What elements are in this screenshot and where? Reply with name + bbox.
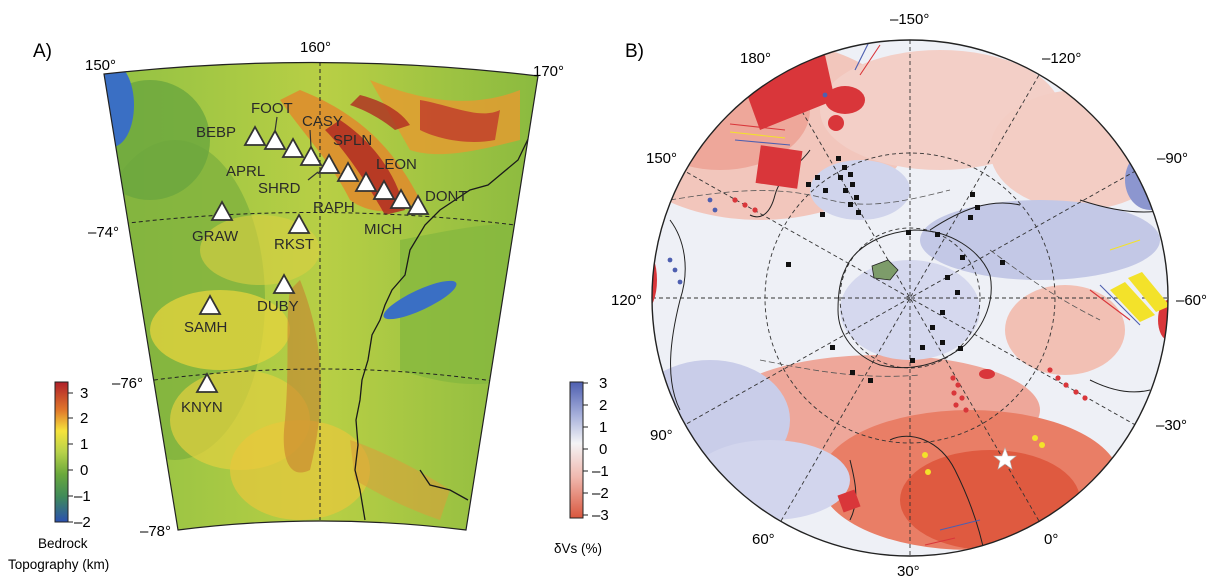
station-triangle: [317, 153, 341, 174]
topo-tick-2: 2: [80, 410, 88, 427]
dvs-colorbar-label: δVs (%): [554, 541, 602, 556]
station-label-duby: DUBY: [257, 298, 299, 315]
panel-b: B): [611, 11, 1207, 579]
topo-tick-neg1: –1: [74, 488, 91, 505]
station-triangle: [372, 179, 396, 200]
station-triangle: [195, 372, 219, 393]
station-label-samh: SAMH: [184, 319, 227, 336]
lon-label-150: 150°: [85, 57, 116, 74]
lon-label-30: 30°: [897, 563, 920, 579]
station-label-leon: LEON: [376, 156, 417, 173]
station-triangle: [210, 200, 234, 221]
station-label-bebp: BEBP: [196, 124, 236, 141]
topo-colorbar-label-1: Bedrock: [38, 536, 88, 551]
velocity-map: [652, 40, 1168, 556]
lat-label-74: –74°: [88, 224, 119, 241]
dvs-tick-neg1: –1: [592, 463, 609, 480]
lon-label-neg150: –150°: [890, 11, 929, 28]
station-label-casy: CASY: [302, 113, 343, 130]
lat-label-78: –78°: [140, 523, 171, 540]
station-triangle: [198, 294, 222, 315]
station-triangle: [281, 137, 305, 158]
station-label-mich: MICH: [364, 221, 402, 238]
dvs-tick-1: 1: [599, 419, 607, 436]
panel-b-label: B): [625, 41, 644, 62]
station-triangle: [263, 129, 287, 150]
lon-label-neg90: –90°: [1157, 150, 1188, 167]
lon-label-neg60: –60°: [1176, 292, 1207, 309]
station-label-aprl: APRL: [226, 163, 265, 180]
lon-label-180: 180°: [740, 50, 771, 67]
dvs-tick-neg3: –3: [592, 507, 609, 524]
station-label-foot: FOOT: [251, 100, 293, 117]
station-label-knyn: KNYN: [181, 399, 223, 416]
lon-label-170: 170°: [533, 63, 564, 80]
lon-label-neg30: –30°: [1156, 417, 1187, 434]
station-triangle: [389, 188, 413, 209]
panel-a-label: A): [33, 41, 52, 62]
dvs-tick-2: 2: [599, 397, 607, 414]
lon-label-neg120: –120°: [1042, 50, 1081, 67]
topo-tick-3: 3: [80, 385, 88, 402]
topo-tick-0: 0: [80, 462, 88, 479]
dvs-tick-3: 3: [599, 375, 607, 392]
station-triangle: [336, 161, 360, 182]
station-label-graw: GRAW: [192, 228, 239, 245]
dvs-tick-neg2: –2: [592, 485, 609, 502]
lon-label-0: 0°: [1044, 531, 1058, 548]
station-label-dont: DONT: [425, 188, 468, 205]
station-labels: FOOT BEBP CASY SPLN APRL SHRD LEON RAPH …: [181, 100, 468, 416]
topo-colorbar-label-2: Topography (km): [8, 557, 109, 572]
station-triangle: [272, 273, 296, 294]
topo-tick-neg2: –2: [74, 514, 91, 531]
station-triangle: [243, 125, 267, 146]
topography-map: [104, 62, 538, 530]
topography-colorbar: 3 2 1 0 –1 –2 Bedrock Topography (km): [8, 381, 109, 572]
dvs-colorbar-labels: 3 2 1 0 –1 –2 –3 δVs (%): [554, 375, 609, 556]
station-label-spln: SPLN: [333, 132, 372, 149]
station-triangle: [287, 213, 311, 234]
station-leaders: [274, 116, 319, 181]
dvs-tick-0: 0: [599, 441, 607, 458]
station-label-shrd: SHRD: [258, 180, 301, 197]
station-label-raph: RAPH: [313, 199, 355, 216]
station-markers: [195, 125, 430, 393]
lon-label-60: 60°: [752, 531, 775, 548]
lon-label-150: 150°: [646, 150, 677, 167]
lat-label-76: –76°: [112, 375, 143, 392]
panel-a: A) 150° 160° 170° –74° –76° –: [8, 39, 564, 572]
topo-tick-1: 1: [80, 436, 88, 453]
station-triangle: [406, 194, 430, 215]
panel-b-lon-labels: –150° –120° –90° –60° –30° 0° 30° 60° 90…: [611, 11, 1207, 579]
station-triangle: [299, 145, 323, 166]
lon-label-120: 120°: [611, 292, 642, 309]
station-label-rkst: RKST: [274, 236, 314, 253]
lon-label-90: 90°: [650, 427, 673, 444]
lon-label-160: 160°: [300, 39, 331, 56]
station-triangle: [354, 171, 378, 192]
